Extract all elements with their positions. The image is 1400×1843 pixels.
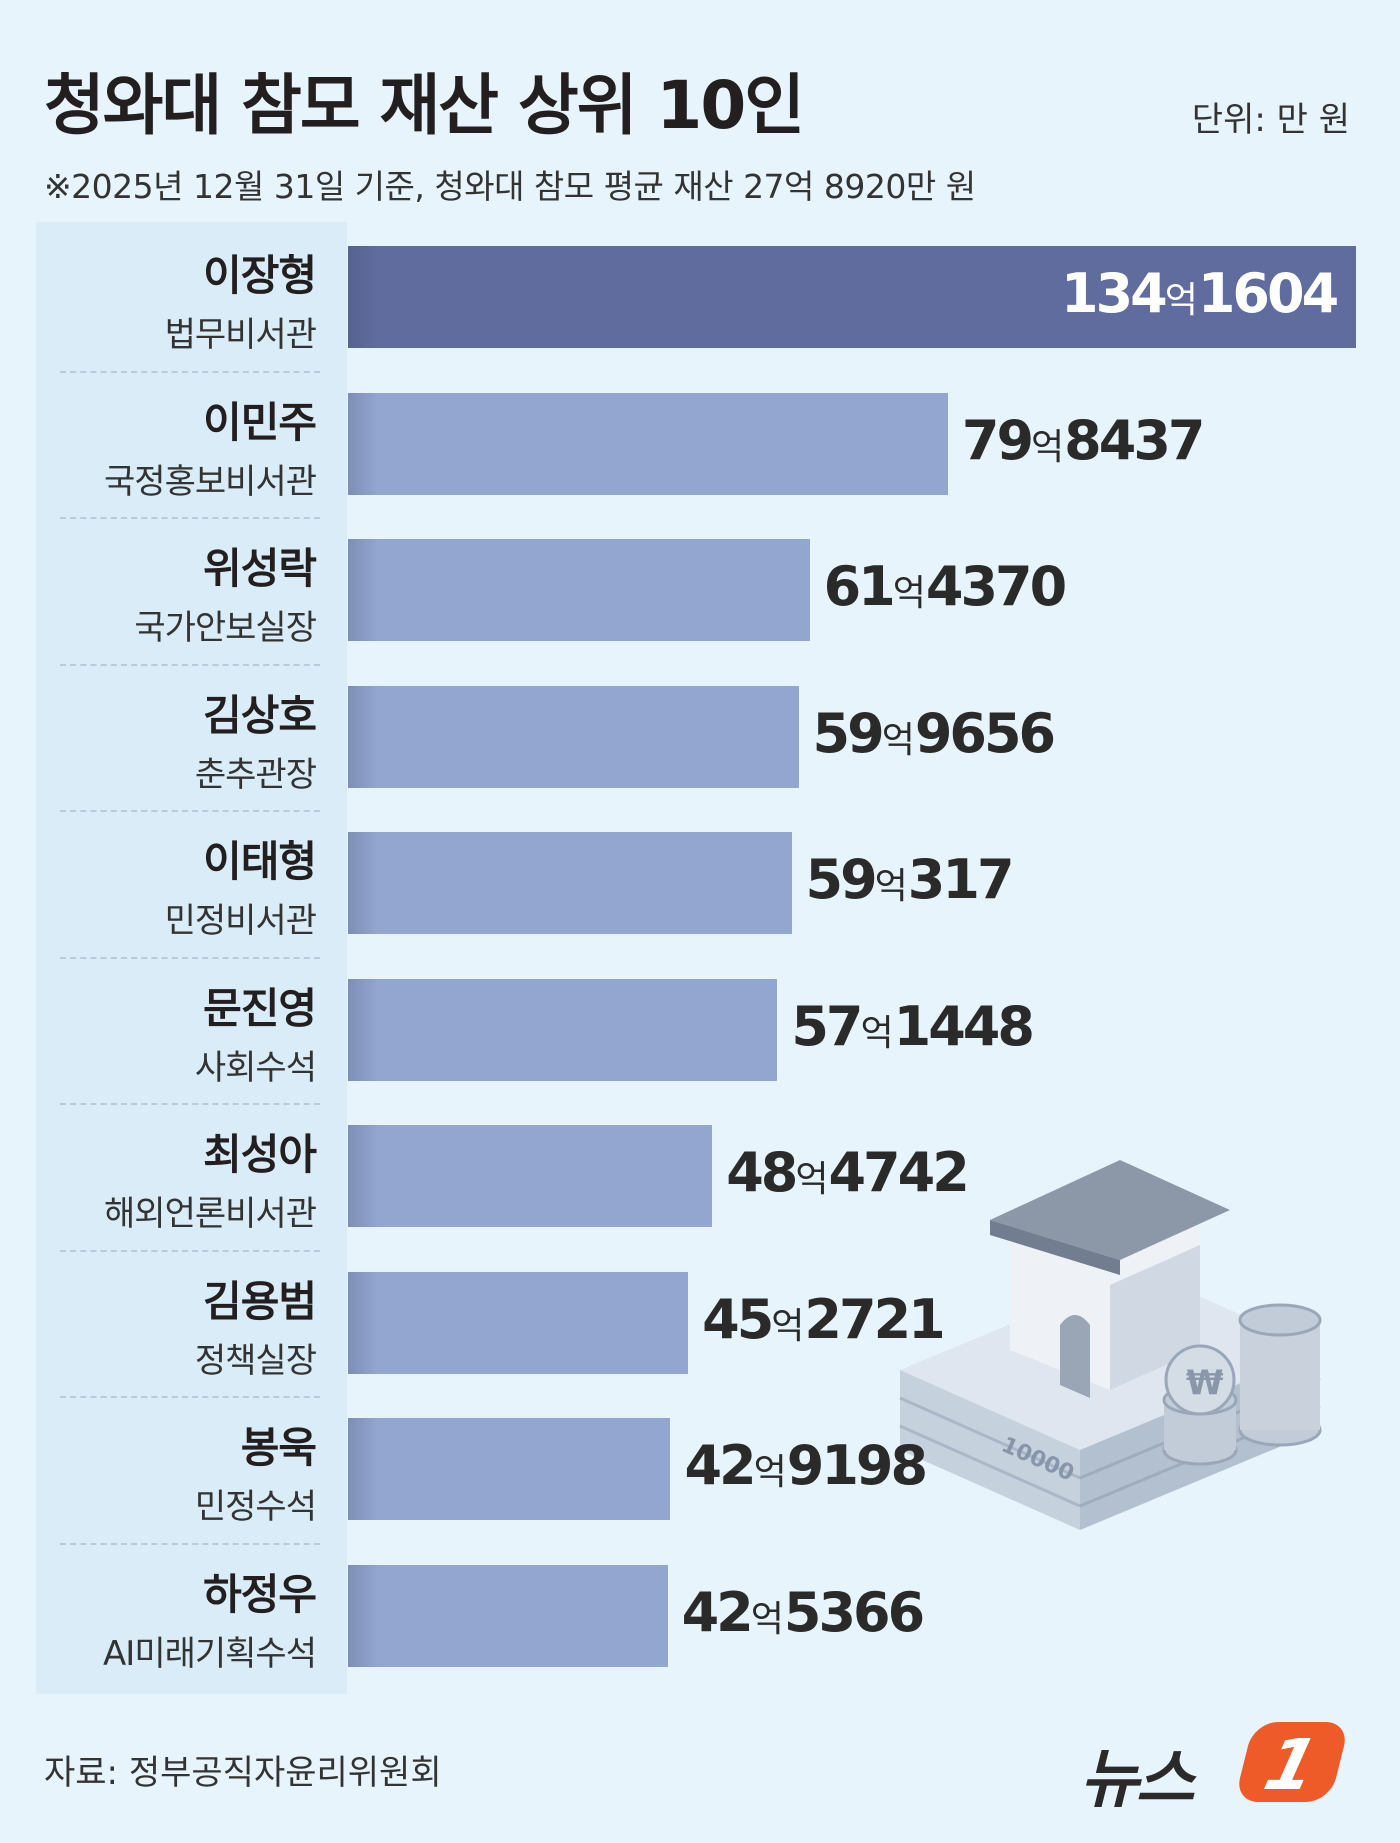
person-position: 민정비서관: [164, 901, 317, 941]
bar: [348, 539, 810, 641]
person-name: 위성락: [203, 544, 317, 593]
bar-shadow: [348, 1125, 378, 1227]
news1-logo: 뉴스 1: [1080, 1718, 1350, 1817]
person-name: 최성아: [203, 1130, 317, 1179]
bar: [348, 685, 799, 788]
person-name: 하정우: [203, 1569, 317, 1619]
row-separator: [60, 517, 320, 519]
chart-title: 청와대 참모 재산 상위 10인: [44, 67, 805, 144]
bar: [348, 978, 778, 1081]
value-label: 61억4370: [823, 555, 1068, 618]
person-position: 정책실장: [194, 1340, 317, 1381]
chart-subtitle: ※2025년 12월 31일 기준, 청와대 참모 평균 재산 27억 8920…: [44, 167, 976, 206]
value-label: 48억4742: [726, 1141, 970, 1204]
row-label: 하정우 AI미래기획수석: [103, 1561, 317, 1675]
person-name: 봉욱: [240, 1423, 317, 1472]
person-name: 이장형: [203, 251, 317, 300]
row-separator: [60, 810, 320, 812]
source-note: 자료: 정부공직자윤리위원회: [44, 1753, 442, 1793]
bar-shadow: [348, 832, 378, 934]
person-position: 춘추관장: [194, 754, 317, 795]
person-name: 이태형: [203, 837, 317, 886]
bar: [348, 246, 1356, 348]
person-position: 법무비서관: [164, 315, 317, 355]
bar-shadow: [348, 1418, 378, 1520]
logo-badge: 1: [1234, 1722, 1350, 1806]
value-label: 42억9198: [684, 1434, 928, 1497]
bar: [348, 1271, 689, 1374]
person-name: 김용범: [203, 1276, 317, 1326]
value-label: 57억1448: [791, 994, 1035, 1058]
value-label: 45억2721: [702, 1287, 946, 1351]
bar: [348, 832, 792, 934]
person-position: 사회수석: [194, 1047, 317, 1088]
value-label: 79억8437: [961, 408, 1206, 472]
bar-shadow: [348, 392, 378, 495]
bar-shadow: [348, 978, 378, 1081]
person-name: 문진영: [203, 983, 317, 1033]
person-position: AI미래기획수석: [103, 1633, 317, 1674]
row-separator: [60, 956, 320, 959]
value-label: 59억317: [805, 848, 1015, 911]
person-position: 국정홍보비서관: [104, 461, 317, 502]
value-label: 59억9656: [812, 701, 1057, 765]
house-money-coins-icon: 10000 ₩: [899, 1160, 1322, 1530]
row-separator: [60, 1542, 320, 1545]
bar-shadow: [348, 246, 378, 348]
person-position: 국가안보실장: [134, 608, 317, 648]
value-label: 42억5366: [681, 1580, 926, 1644]
bar-shadow: [348, 685, 378, 788]
person-name: 김상호: [203, 690, 317, 740]
row-separator: [60, 1249, 320, 1252]
unit-label: 단위: 만 원: [1191, 100, 1350, 140]
row-separator: [60, 370, 320, 373]
bar: [348, 1564, 668, 1667]
person-position: 해외언론비서관: [104, 1194, 317, 1234]
logo-text: 뉴스: [1080, 1743, 1195, 1817]
person-name: 이민주: [203, 397, 317, 447]
bar-shadow: [348, 539, 378, 641]
row-separator: [60, 1396, 320, 1398]
row-separator: [60, 663, 320, 666]
row-separator: [60, 1103, 320, 1105]
svg-text:₩: ₩: [1186, 1363, 1224, 1403]
value-label: 134억1604: [1061, 262, 1339, 325]
bar: [348, 1125, 713, 1227]
bar-shadow: [348, 1271, 378, 1374]
bar-shadow: [348, 1564, 378, 1667]
person-position: 민정수석: [194, 1487, 317, 1527]
bar: [348, 392, 948, 495]
bar: [348, 1418, 671, 1520]
